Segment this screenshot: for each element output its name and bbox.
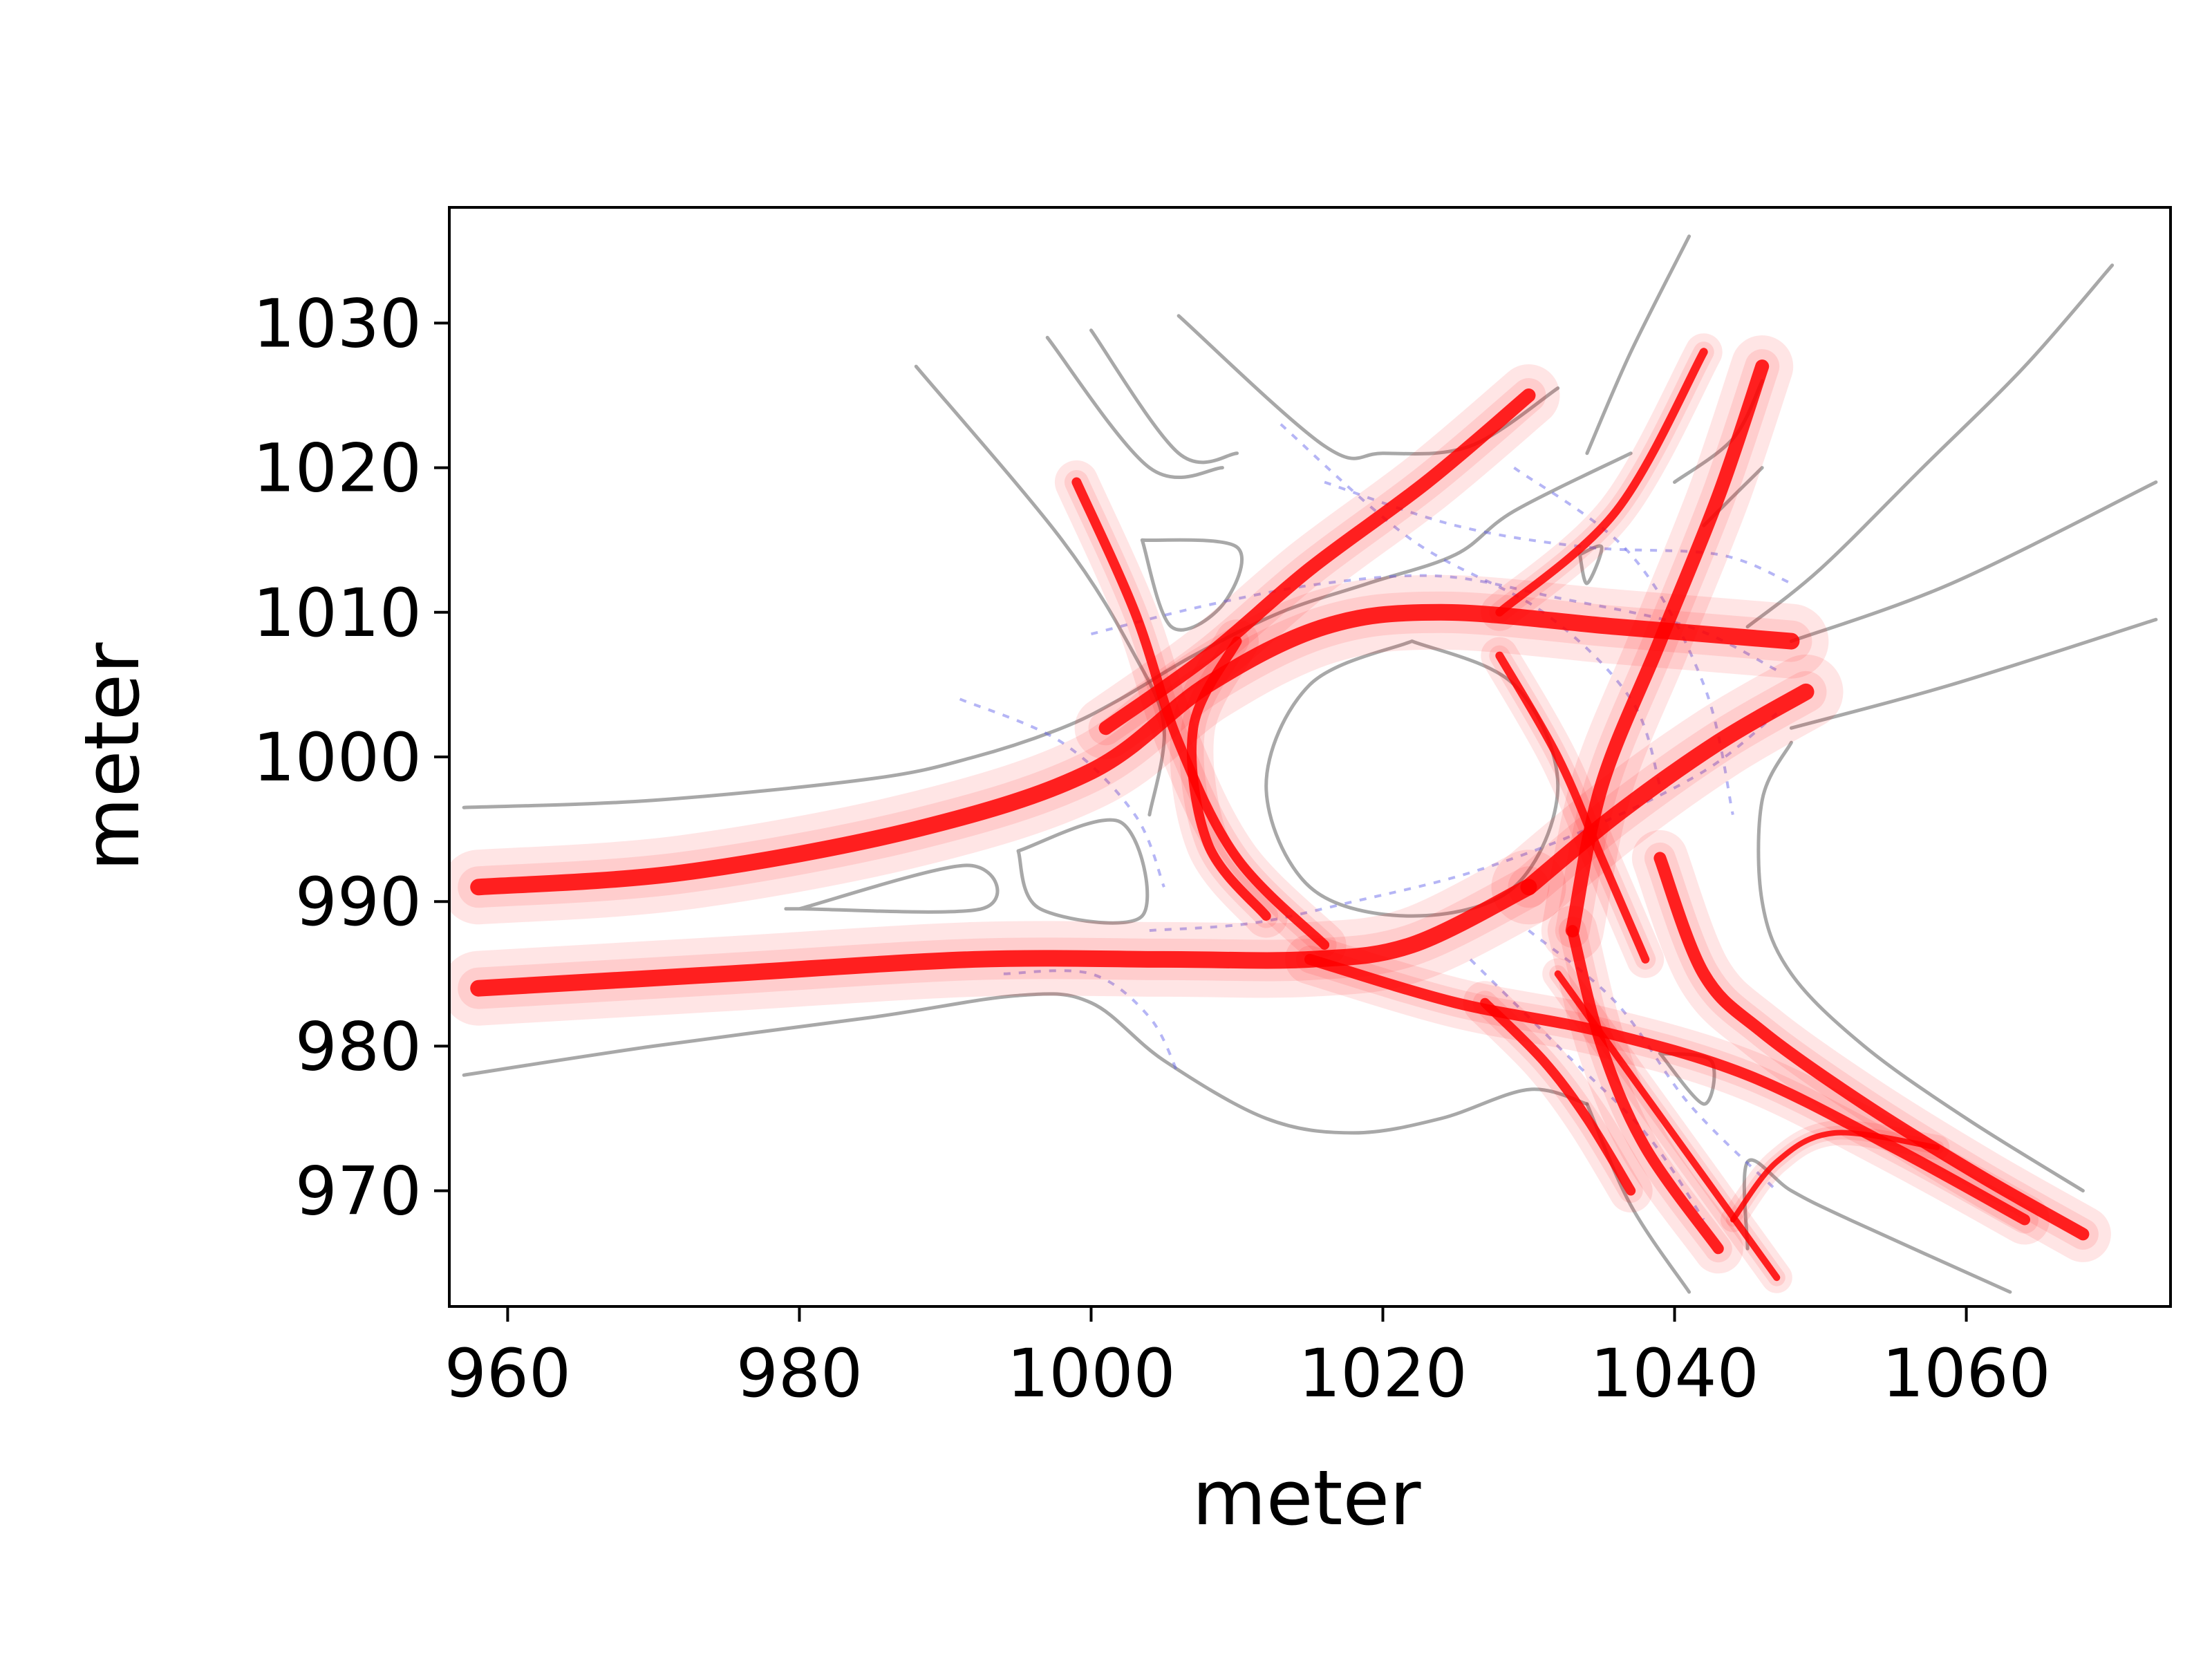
x-tick-label: 1000 <box>1006 1335 1175 1412</box>
road-boundary-line <box>1045 335 1224 480</box>
road-boundary-line <box>1789 617 2158 730</box>
lane-centerline-dashed <box>1528 929 1778 1192</box>
road-boundary-line <box>462 992 1589 1135</box>
trajectory-line <box>1098 388 1536 735</box>
y-tick-label: 1020 <box>253 430 422 507</box>
trajectory-line <box>1071 477 1330 950</box>
road-boundary-line <box>1745 263 2115 629</box>
trajectory-line <box>1187 636 1271 921</box>
lane-centerline-dashed <box>1003 969 1180 1076</box>
y-tick-label: 970 <box>295 1153 422 1230</box>
traffic-island-outline <box>1140 538 1244 632</box>
road-boundary-line <box>914 364 1166 817</box>
x-tick-label: 1020 <box>1298 1335 1467 1412</box>
x-tick-label: 960 <box>444 1335 571 1412</box>
y-tick-label: 1010 <box>253 574 422 652</box>
road-boundary-line <box>1585 234 1691 456</box>
x-tick-label: 980 <box>736 1335 863 1412</box>
traffic-island-outline <box>784 863 1000 914</box>
trajectory-line <box>1495 348 1708 617</box>
y-tick-label: 1030 <box>253 285 422 362</box>
x-tick-label: 1040 <box>1590 1335 1759 1412</box>
road-boundary-line <box>1742 1158 2012 1294</box>
trajectory-line <box>1554 970 1781 1282</box>
lane-centerline-dashed <box>1469 958 1705 1221</box>
x-tick-label: 1060 <box>1882 1335 2050 1412</box>
lane-centerline-dashed <box>1091 574 1778 672</box>
trajectory-line <box>1730 1130 1940 1223</box>
trajectory-line <box>1495 651 1650 964</box>
trajectory-line <box>470 879 1537 997</box>
road-boundary-line <box>1177 314 1560 460</box>
y-tick-label: 990 <box>295 863 422 941</box>
x-axis-label: meter <box>1192 1454 1422 1542</box>
road-boundary-line <box>1089 328 1239 465</box>
y-tick-label: 1000 <box>253 719 422 796</box>
trajectory-line <box>1566 925 1724 1255</box>
road-boundary-line <box>1789 480 2158 644</box>
traffic-island-outline <box>1016 818 1150 925</box>
x-axis-ticks: 960 980 1000 1020 1040 1060 <box>444 1306 2051 1412</box>
road-boundary-line <box>462 451 1633 809</box>
y-tick-label: 980 <box>295 1008 422 1085</box>
y-axis-ticks: 970 980 990 1000 1010 1020 1030 <box>253 285 449 1230</box>
lane-centerline-dashed <box>1149 712 1778 932</box>
traffic-island-outline <box>1577 544 1604 585</box>
plot-area <box>449 234 2158 1294</box>
y-axis-label: meter <box>68 642 156 872</box>
trajectory-line <box>1480 997 1636 1196</box>
trajectories <box>449 333 2111 1293</box>
trajectory-line <box>1653 852 2090 1241</box>
trajectory-line <box>1520 683 1815 896</box>
trajectory-line <box>470 603 1800 896</box>
road-boundary-line <box>1756 740 2085 1193</box>
trajectory-line <box>1304 953 2030 1226</box>
